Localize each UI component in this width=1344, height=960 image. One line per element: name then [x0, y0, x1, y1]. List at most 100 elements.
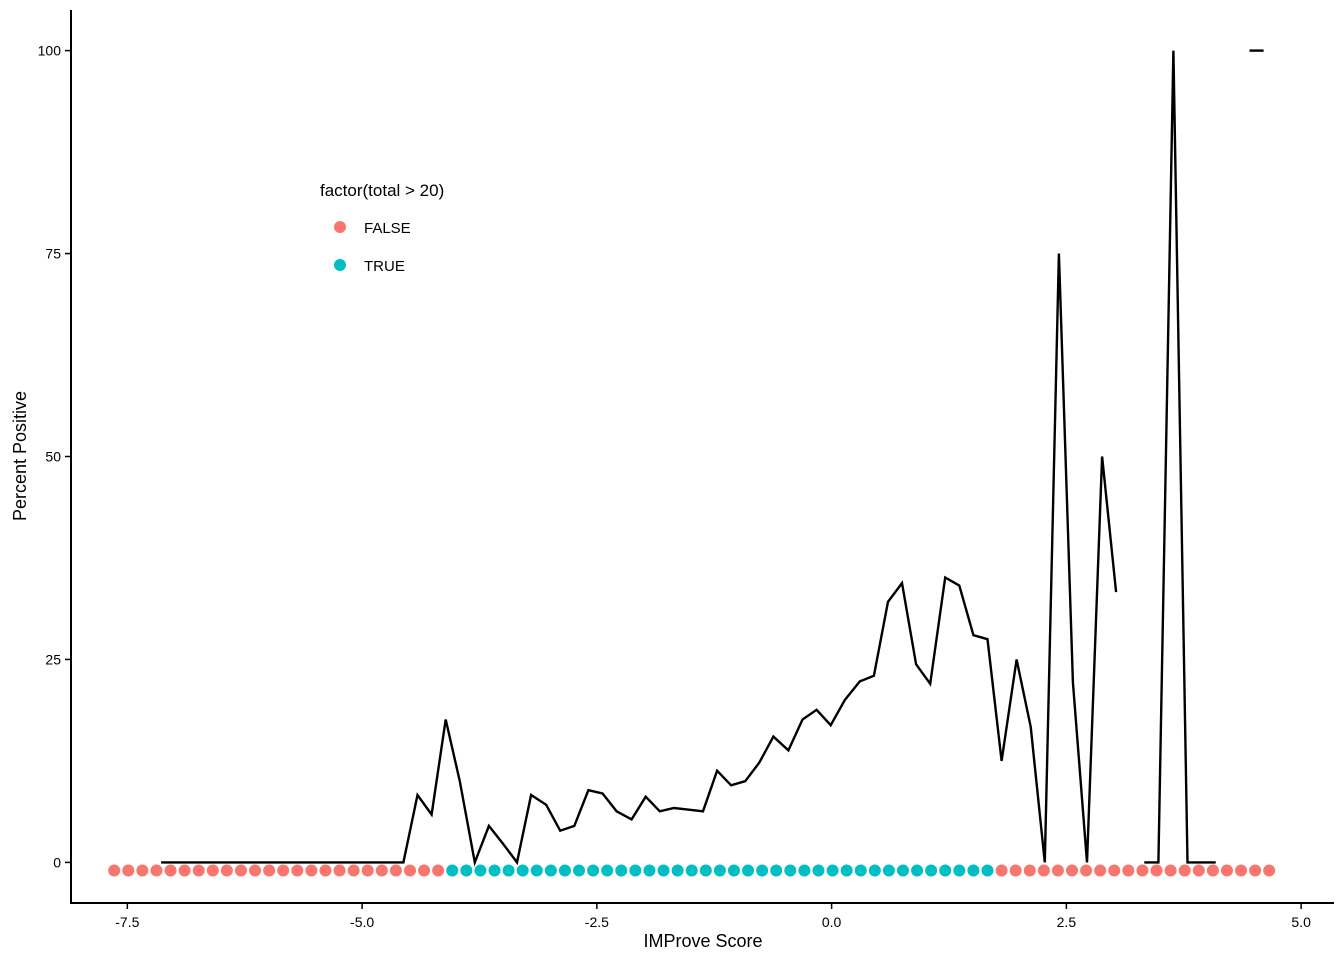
point-true	[573, 865, 585, 877]
point-true	[812, 865, 824, 877]
point-false	[1249, 865, 1261, 877]
point-false	[376, 865, 388, 877]
point-true	[953, 865, 965, 877]
point-false	[221, 865, 233, 877]
y-ticks: 0 25 50 75 100	[38, 43, 71, 871]
point-true	[460, 865, 472, 877]
point-false	[165, 865, 177, 877]
point-false	[418, 865, 430, 877]
y-tick-label: 100	[38, 43, 62, 59]
point-true	[925, 865, 937, 877]
point-false	[1193, 865, 1205, 877]
x-axis-title: IMProve Score	[643, 931, 762, 951]
point-false	[179, 865, 191, 877]
point-false	[1165, 865, 1177, 877]
point-false	[1024, 865, 1036, 877]
point-false	[1066, 865, 1078, 877]
point-false	[1080, 865, 1092, 877]
y-tick-label: 50	[45, 449, 61, 465]
x-tick-label: 0.0	[822, 914, 842, 930]
x-tick-label: 5.0	[1291, 914, 1311, 930]
point-true	[742, 865, 754, 877]
legend: factor(total > 20) FALSE TRUE	[320, 181, 444, 275]
line-layer	[161, 51, 1264, 863]
x-tick-label: -5.0	[350, 914, 374, 930]
legend-label-true: TRUE	[364, 258, 405, 275]
x-tick-label: -7.5	[115, 914, 139, 930]
point-true	[798, 865, 810, 877]
point-true	[559, 865, 571, 877]
points-layer	[108, 865, 1275, 877]
point-true	[686, 865, 698, 877]
point-false	[263, 865, 275, 877]
point-true	[827, 865, 839, 877]
y-axis-title: Percent Positive	[10, 391, 30, 521]
point-false	[1151, 865, 1163, 877]
legend-swatch-true	[334, 259, 346, 271]
point-false	[1263, 865, 1275, 877]
point-false	[996, 865, 1008, 877]
point-false	[362, 865, 374, 877]
point-false	[122, 865, 134, 877]
point-true	[531, 865, 543, 877]
legend-label-false: FALSE	[364, 220, 411, 237]
point-false	[348, 865, 360, 877]
point-true	[770, 865, 782, 877]
x-tick-label: 2.5	[1057, 914, 1077, 930]
point-false	[319, 865, 331, 877]
point-true	[728, 865, 740, 877]
point-true	[967, 865, 979, 877]
point-true	[545, 865, 557, 877]
point-true	[897, 865, 909, 877]
series-line-segment	[161, 254, 1116, 863]
legend-swatch-false	[334, 221, 346, 233]
point-true	[517, 865, 529, 877]
point-true	[629, 865, 641, 877]
point-true	[658, 865, 670, 877]
point-false	[150, 865, 162, 877]
point-false	[1108, 865, 1120, 877]
point-false	[1235, 865, 1247, 877]
point-false	[277, 865, 289, 877]
point-false	[1094, 865, 1106, 877]
point-true	[503, 865, 515, 877]
point-false	[291, 865, 303, 877]
point-false	[235, 865, 247, 877]
point-false	[1179, 865, 1191, 877]
point-true	[474, 865, 486, 877]
point-true	[855, 865, 867, 877]
point-true	[756, 865, 768, 877]
point-false	[1122, 865, 1134, 877]
point-false	[1038, 865, 1050, 877]
point-false	[1207, 865, 1219, 877]
point-false	[193, 865, 205, 877]
point-true	[911, 865, 923, 877]
point-false	[1221, 865, 1233, 877]
point-false	[432, 865, 444, 877]
point-true	[615, 865, 627, 877]
legend-title: factor(total > 20)	[320, 181, 444, 200]
y-tick-label: 25	[45, 651, 61, 667]
point-true	[643, 865, 655, 877]
point-true	[939, 865, 951, 877]
point-true	[672, 865, 684, 877]
point-false	[136, 865, 148, 877]
point-true	[587, 865, 599, 877]
point-false	[1052, 865, 1064, 877]
point-false	[334, 865, 346, 877]
x-ticks: -7.5 -5.0 -2.5 0.0 2.5 5.0	[115, 903, 1311, 930]
point-true	[869, 865, 881, 877]
point-false	[1136, 865, 1148, 877]
point-true	[841, 865, 853, 877]
point-true	[446, 865, 458, 877]
point-false	[108, 865, 120, 877]
point-false	[390, 865, 402, 877]
point-true	[489, 865, 501, 877]
point-false	[404, 865, 416, 877]
point-false	[207, 865, 219, 877]
point-true	[601, 865, 613, 877]
point-true	[714, 865, 726, 877]
y-tick-label: 75	[45, 246, 61, 262]
y-tick-label: 0	[53, 854, 61, 870]
